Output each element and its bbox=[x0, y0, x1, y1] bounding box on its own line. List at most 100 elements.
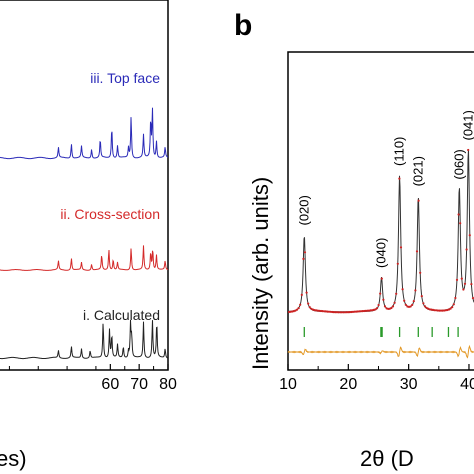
observed-point bbox=[367, 309, 371, 312]
panel-a-frame bbox=[0, 0, 169, 371]
panel-b: b Intensity (arb. units) 10 20 30 40 (020) (… bbox=[234, 9, 474, 471]
peak-label: (021) bbox=[410, 156, 425, 186]
observed-point bbox=[468, 234, 471, 237]
x-tick-label: 40 bbox=[460, 376, 474, 393]
observed-point bbox=[403, 299, 406, 302]
observed-point bbox=[342, 311, 345, 314]
observed-point bbox=[326, 310, 329, 313]
observed-point bbox=[391, 305, 395, 308]
observed-point bbox=[415, 250, 419, 253]
observed-point bbox=[399, 246, 403, 249]
observed-point bbox=[350, 310, 353, 314]
panel-b-x-axis-label: 2θ (D bbox=[360, 446, 414, 471]
observed-point bbox=[307, 302, 310, 305]
panel-b-letter: b bbox=[234, 9, 252, 42]
observed-point bbox=[297, 307, 300, 310]
observed-point bbox=[398, 177, 401, 180]
difference-line bbox=[287, 344, 474, 359]
observed-point bbox=[441, 309, 444, 312]
observed-point bbox=[471, 297, 474, 300]
observed-point bbox=[363, 309, 366, 313]
observed-point bbox=[299, 303, 302, 306]
observed-point bbox=[343, 311, 347, 314]
observed-point bbox=[323, 310, 326, 313]
observed-point bbox=[409, 305, 412, 308]
observed-point bbox=[459, 222, 462, 225]
observed-point bbox=[358, 310, 361, 313]
observed-point bbox=[455, 278, 459, 281]
observed-point bbox=[359, 310, 363, 313]
observed-point bbox=[294, 309, 297, 312]
observed-point bbox=[377, 303, 380, 307]
observed-point bbox=[380, 277, 383, 280]
observed-point bbox=[345, 311, 348, 314]
observed-point bbox=[327, 310, 331, 313]
panel-a: iii. Top face ii. Cross-section i. Calcula… bbox=[0, 0, 177, 471]
panel-b-peak-labels: (020) (040) (110)(021) (060) (041) bbox=[296, 110, 474, 268]
x-tick-label: 20 bbox=[339, 376, 357, 393]
observed-point bbox=[433, 309, 436, 312]
observed-point bbox=[404, 303, 407, 306]
observed-point bbox=[393, 301, 396, 304]
peak-label: (060) bbox=[451, 149, 466, 179]
series-line bbox=[0, 319, 169, 360]
observed-point bbox=[355, 310, 358, 313]
observed-point bbox=[366, 309, 369, 312]
series-line bbox=[0, 245, 169, 271]
observed-point bbox=[447, 308, 451, 311]
observed-point bbox=[302, 257, 305, 260]
observed-point bbox=[467, 148, 470, 152]
observed-point bbox=[348, 311, 351, 314]
observed-point bbox=[465, 248, 468, 251]
observed-point bbox=[318, 309, 321, 312]
observed-point bbox=[457, 213, 460, 216]
x-tick-label: 80 bbox=[159, 376, 177, 393]
observed-point bbox=[463, 282, 467, 285]
observed-point bbox=[390, 306, 393, 310]
observed-point bbox=[319, 309, 323, 313]
observed-point bbox=[395, 292, 398, 295]
observed-point bbox=[331, 310, 334, 314]
x-tick-label: 30 bbox=[400, 376, 418, 393]
observed-point bbox=[379, 292, 382, 295]
observed-point bbox=[462, 288, 465, 291]
observed-point bbox=[300, 293, 303, 296]
panel-a-x-axis-label: es) bbox=[0, 446, 27, 471]
observed-point bbox=[305, 291, 308, 294]
observed-point bbox=[335, 311, 339, 314]
x-tick-label: 10 bbox=[279, 376, 297, 393]
observed-point bbox=[414, 289, 417, 292]
series-label: i. Calculated bbox=[83, 307, 160, 323]
peak-label: (020) bbox=[296, 195, 311, 225]
observed-point bbox=[425, 306, 428, 309]
observed-point bbox=[423, 305, 427, 308]
observed-point bbox=[315, 309, 318, 312]
observed-point bbox=[449, 307, 452, 310]
panel-b-y-axis-label: Intensity (arb. units) bbox=[248, 177, 273, 370]
observed-point bbox=[411, 303, 414, 306]
observed-point bbox=[369, 309, 372, 312]
series-label: ii. Cross-section bbox=[60, 206, 160, 222]
x-tick-label: 60 bbox=[101, 376, 119, 393]
observed-point bbox=[382, 298, 385, 301]
observed-point bbox=[470, 283, 473, 286]
observed-point bbox=[436, 309, 439, 312]
panel-b-plot-area bbox=[287, 148, 474, 359]
observed-point bbox=[435, 309, 438, 312]
observed-point bbox=[337, 311, 340, 314]
observed-point bbox=[374, 308, 377, 311]
observed-point bbox=[451, 306, 454, 309]
observed-point bbox=[334, 311, 337, 314]
observed-point bbox=[347, 311, 350, 314]
observed-point bbox=[375, 307, 379, 310]
series-line bbox=[0, 107, 169, 160]
observed-point bbox=[356, 310, 359, 313]
fit-line bbox=[288, 149, 474, 313]
observed-point bbox=[361, 310, 364, 313]
panel-b-x-ticks: 10 20 30 40 bbox=[279, 364, 474, 393]
series-label: iii. Top face bbox=[90, 70, 160, 86]
observed-point bbox=[353, 310, 356, 313]
observed-point bbox=[419, 271, 422, 274]
observed-point bbox=[351, 310, 355, 313]
